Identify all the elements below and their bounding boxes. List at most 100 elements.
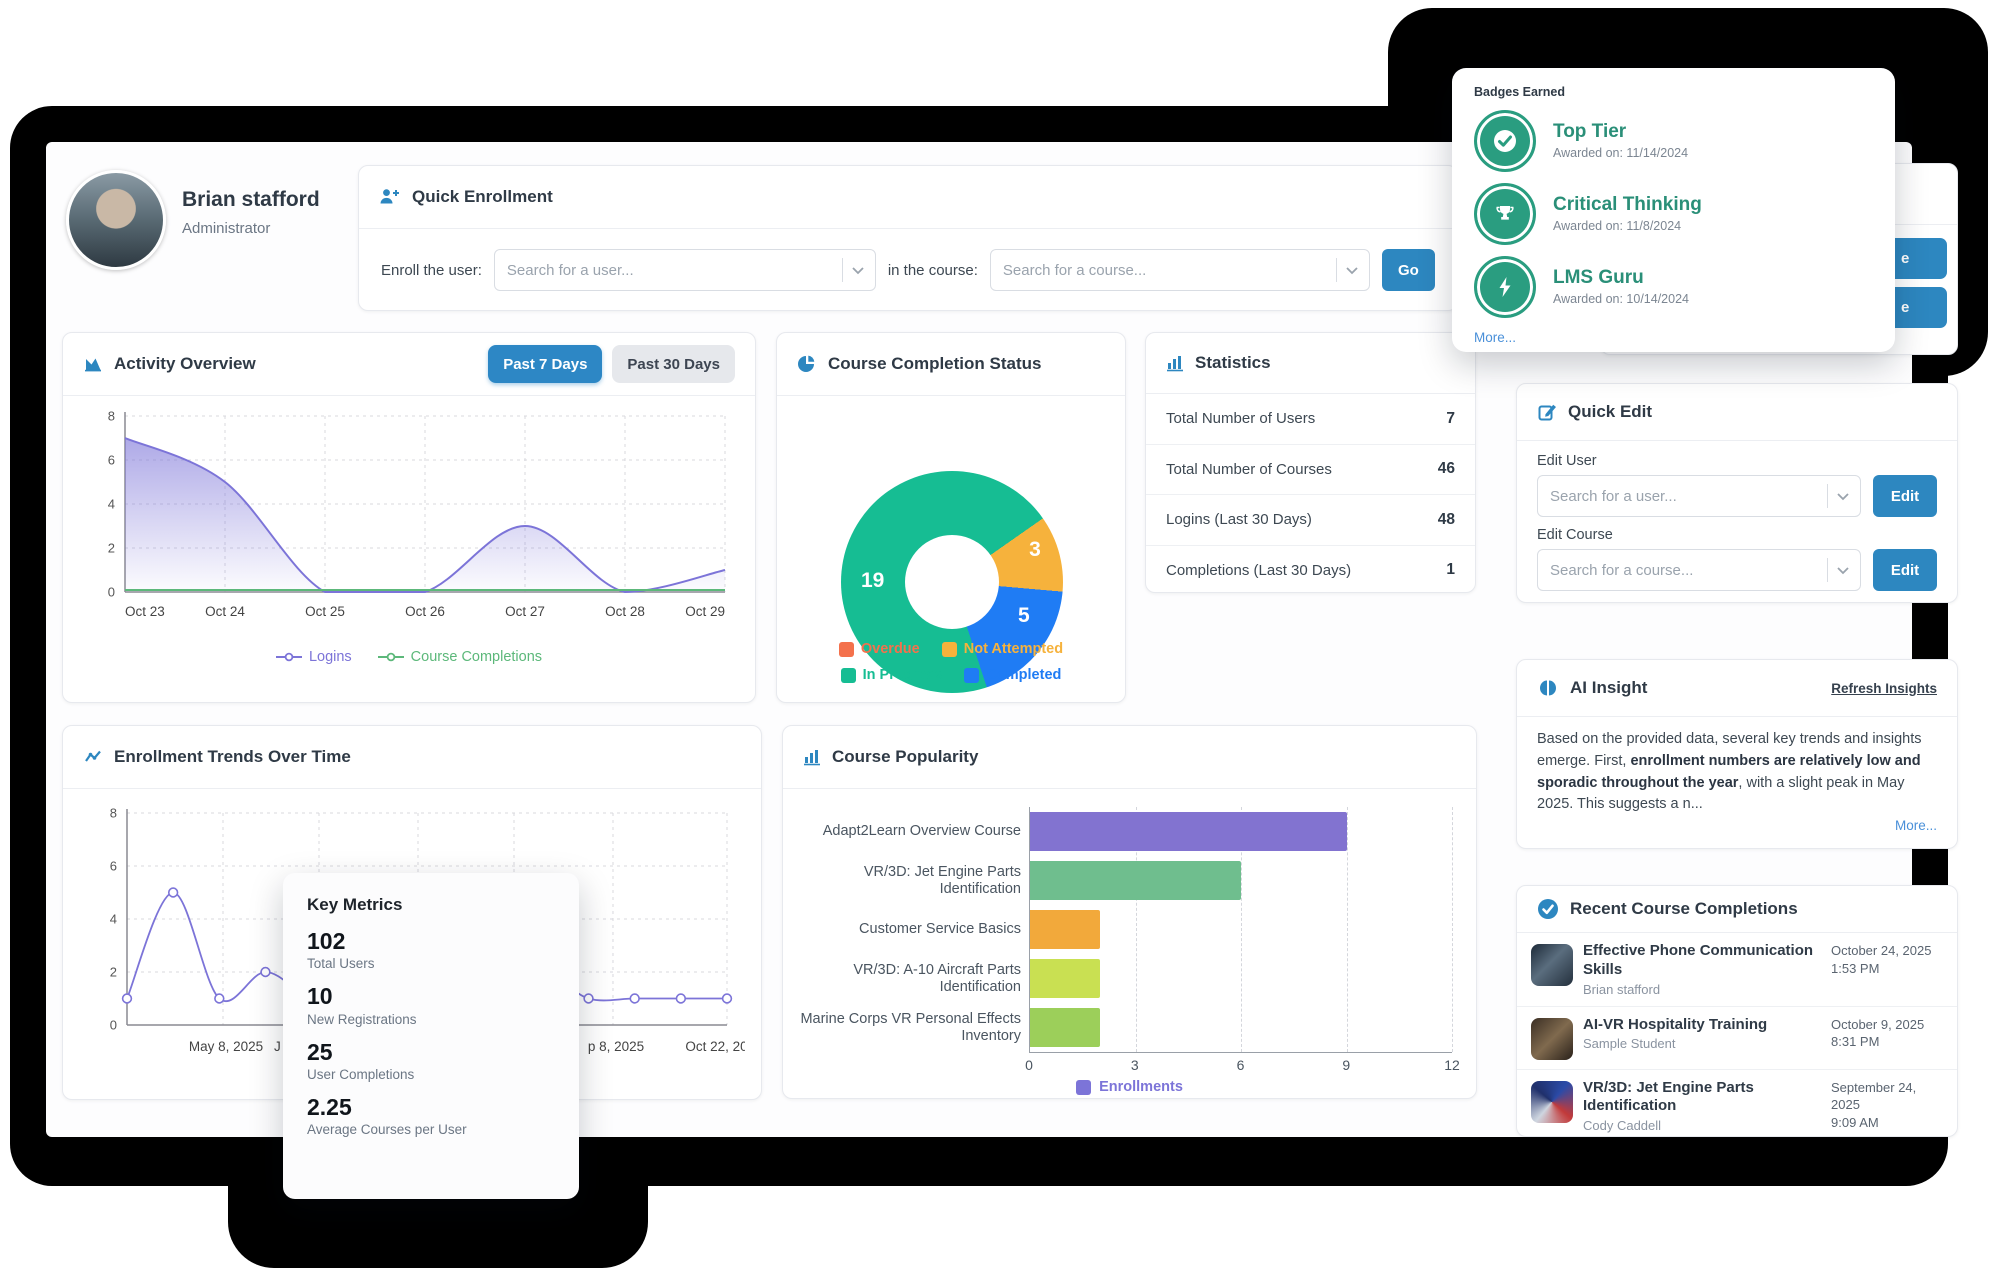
completion-row[interactable]: AI-VR Hospitality Training Sample Student…: [1517, 1007, 1957, 1070]
svg-text:J: J: [274, 1039, 281, 1054]
svg-text:0: 0: [108, 585, 115, 600]
badge-item[interactable]: Top Tier Awarded on: 11/14/2024: [1474, 110, 1873, 172]
quick-edit-title: Quick Edit: [1568, 402, 1653, 421]
svg-text:Oct 26: Oct 26: [405, 604, 445, 619]
legend-in-progress: In Progress: [862, 667, 943, 683]
popularity-category-label: VR/3D: Jet Engine Parts Identification: [863, 863, 1021, 897]
past-7-days-button[interactable]: Past 7 Days: [488, 345, 603, 383]
svg-text:Oct 25: Oct 25: [305, 604, 345, 619]
popularity-bar: [1030, 959, 1101, 998]
line-chart-icon: [83, 748, 103, 766]
edit-course-label: Edit Course: [1537, 527, 1613, 543]
donut-legend-row-2: In Progress Completed: [777, 667, 1125, 687]
activity-legend: Logins Course Completions: [63, 649, 755, 665]
quick-enrollment-title: Quick Enrollment: [412, 187, 553, 206]
legend-not-attempted: Not Attempted: [963, 641, 1064, 657]
metric-total-users: 102 Total Users: [307, 928, 375, 972]
user-search-input[interactable]: [494, 261, 842, 279]
donut-value-not-attempted: 3: [1029, 537, 1041, 561]
course-thumbnail: [1531, 1080, 1573, 1123]
edit-user-button[interactable]: Edit: [1873, 475, 1937, 517]
check-circle-icon: [1537, 898, 1559, 920]
svg-text:8: 8: [110, 806, 117, 821]
edit-user-chevron-down-icon[interactable]: [1827, 484, 1860, 508]
past-30-days-button[interactable]: Past 30 Days: [612, 345, 735, 383]
popularity-bar: [1030, 861, 1241, 900]
bolt-badge-icon: [1474, 256, 1536, 318]
badges-title: Badges Earned: [1474, 85, 1566, 99]
svg-text:May 8, 2025: May 8, 2025: [189, 1039, 263, 1054]
svg-text:Oct 28: Oct 28: [605, 604, 645, 619]
metric-user-completions: 25 User Completions: [307, 1038, 415, 1082]
svg-text:Oct 23: Oct 23: [125, 604, 165, 619]
course-completion-status-panel: Course Completion Status 19 3 5 Overdue …: [776, 332, 1126, 703]
edit-course-chevron-down-icon[interactable]: [1827, 558, 1860, 582]
popularity-x-axis: 0 3 6 9 12: [1025, 1057, 1460, 1073]
key-metrics-title: Key Metrics: [307, 895, 403, 914]
legend-overdue: Overdue: [860, 641, 920, 657]
course-popularity-title: Course Popularity: [832, 747, 979, 766]
stat-row-completions: Completions (Last 30 Days) 1: [1166, 561, 1455, 579]
svg-text:4: 4: [110, 912, 117, 927]
edit-user-input[interactable]: [1538, 487, 1827, 505]
svg-text:Oct 22, 2025: Oct 22, 2025: [685, 1039, 745, 1054]
badges-more-link[interactable]: More...: [1474, 330, 1517, 345]
pie-chart-icon: [797, 354, 817, 374]
ai-more-link[interactable]: More...: [1894, 818, 1937, 833]
svg-text:2: 2: [108, 541, 115, 556]
course-thumbnail: [1531, 1017, 1573, 1060]
svg-text:Oct 29: Oct 29: [685, 604, 725, 619]
svg-text:0: 0: [110, 1018, 117, 1033]
donut-value-in-progress: 19: [860, 568, 885, 592]
completion-row[interactable]: Effective Phone Communication Skills Bria…: [1517, 933, 1957, 1007]
key-metrics-popup: Key Metrics 102 Total Users 10 New Registr…: [283, 873, 579, 1199]
svg-text:Oct 27: Oct 27: [505, 604, 545, 619]
popularity-category-label: Adapt2Learn Overview Course: [822, 823, 1021, 840]
go-button[interactable]: Go: [1381, 249, 1435, 291]
edit-course-button[interactable]: Edit: [1873, 549, 1937, 591]
svg-text:6: 6: [108, 453, 115, 468]
svg-text:8: 8: [108, 409, 115, 424]
svg-text:p 8, 2025: p 8, 2025: [588, 1039, 644, 1054]
stat-row-users: Total Number of Users 7: [1146, 394, 1475, 445]
stat-row-courses: Total Number of Courses 46: [1146, 445, 1475, 495]
course-thumbnail: [1531, 944, 1573, 986]
donut-legend-row-1: Overdue Not Attempted: [777, 641, 1125, 661]
badge-item[interactable]: LMS Guru Awarded on: 10/14/2024: [1474, 256, 1873, 318]
course-popularity-panel: Course Popularity Adapt2Learn Overview C…: [782, 725, 1477, 1099]
ai-insight-text: Based on the provided data, several key …: [1537, 731, 1922, 813]
svg-text:4: 4: [108, 497, 115, 512]
metric-avg-courses: 2.25 Average Courses per User: [307, 1093, 467, 1138]
bar-chart-icon: [803, 748, 821, 766]
user-search-chevron-down-icon[interactable]: [841, 258, 875, 282]
activity-overview-title: Activity Overview: [114, 354, 256, 373]
edit-course-input[interactable]: [1538, 561, 1827, 579]
avatar[interactable]: [66, 170, 166, 270]
svg-text:6: 6: [110, 859, 117, 874]
ai-insight-panel: AI Insight Refresh Insights Based on the…: [1516, 659, 1958, 849]
course-search-chevron-down-icon[interactable]: [1335, 258, 1369, 282]
check-badge-icon: [1474, 110, 1536, 172]
user-name: Brian stafford: [182, 188, 320, 211]
course-search-combobox[interactable]: [989, 249, 1370, 291]
badge-item[interactable]: Critical Thinking Awarded on: 11/8/2024: [1474, 183, 1873, 245]
edit-course-combobox[interactable]: [1537, 549, 1861, 591]
in-course-label: in the course:: [887, 261, 978, 279]
course-search-input[interactable]: [990, 261, 1336, 279]
svg-text:Oct 24: Oct 24: [205, 604, 245, 619]
recent-completions-panel: Recent Course Completions Effective Phon…: [1516, 885, 1958, 1137]
course-popularity-chart: Adapt2Learn Overview Course VR/3D: Jet En…: [783, 789, 1476, 1053]
quick-enrollment-panel: Quick Enrollment Enroll the user: in the…: [358, 165, 1458, 311]
completion-row[interactable]: VR/3D: Jet Engine Parts Identification Co…: [1517, 1070, 1957, 1137]
quick-edit-panel: Quick Edit Edit User Edit Edit Course Ed…: [1516, 383, 1958, 603]
user-search-combobox[interactable]: [493, 249, 876, 291]
legend-enrollments: Enrollments: [1099, 1079, 1183, 1095]
popularity-category-label: VR/3D: A-10 Aircraft Parts Identificatio…: [853, 961, 1021, 995]
refresh-insights-link[interactable]: Refresh Insights: [1831, 680, 1937, 696]
edit-user-combobox[interactable]: [1537, 475, 1861, 517]
popularity-bar: [1030, 910, 1101, 949]
pencil-square-icon: [1537, 402, 1557, 422]
enrollment-trends-title: Enrollment Trends Over Time: [114, 747, 351, 766]
popularity-legend: Enrollments: [783, 1079, 1476, 1095]
